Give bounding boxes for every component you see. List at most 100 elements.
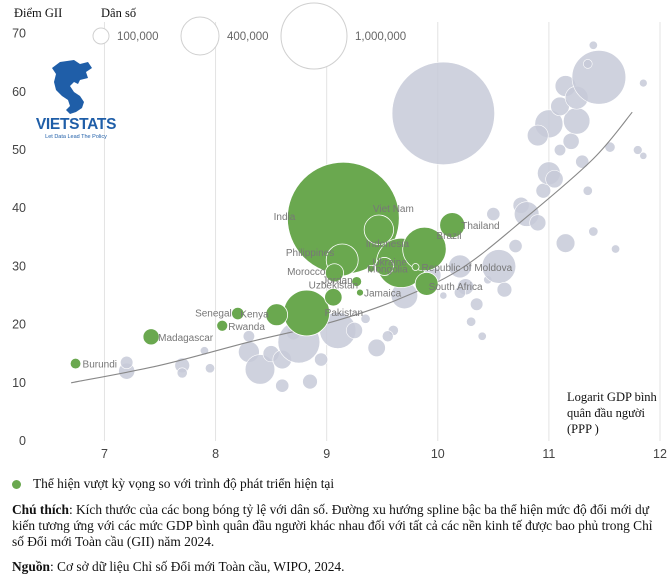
country-labels: Burundi Madagascar Rwanda Senegal Kenya Pakis… bbox=[83, 204, 513, 371]
label-thailand: Thailand bbox=[461, 221, 499, 232]
y-tick-0: 0 bbox=[19, 434, 26, 448]
bubble-other-57 bbox=[466, 316, 477, 327]
vietstats-logo: VIETSTATS Let Data Lead The Policy bbox=[30, 60, 122, 144]
vietnam-map-icon bbox=[52, 60, 92, 114]
bubble-madagascar bbox=[142, 328, 160, 346]
label-ukraine: Ukraine bbox=[372, 257, 407, 268]
other-bubbles bbox=[118, 40, 648, 393]
bubble-other-3 bbox=[205, 363, 215, 374]
y-tick-labels: 0 10 20 30 40 50 60 70 bbox=[12, 27, 26, 448]
bubble-other-35 bbox=[553, 143, 567, 157]
bubble-brazil bbox=[402, 226, 447, 272]
label-mongolia: Mongolia bbox=[367, 265, 408, 276]
bubble-other-56 bbox=[453, 286, 467, 299]
x-tick-10: 10 bbox=[431, 447, 445, 461]
note-chu-thich: Chú thích: Kích thước của các bong bóng … bbox=[12, 502, 667, 550]
size-legend: Dân số 100,000 400,000 1,000,000 bbox=[92, 2, 406, 70]
bubble-thailand bbox=[439, 212, 466, 239]
bubble-other-5 bbox=[244, 354, 276, 385]
size-legend-label-2: 1,000,000 bbox=[355, 31, 406, 43]
x-tick-12: 12 bbox=[653, 447, 667, 461]
size-legend-title: Dân số bbox=[101, 6, 137, 20]
bubble-other-49 bbox=[588, 226, 599, 237]
x-axis-title: Logarit GDP bình quân đầu người (PPP ) bbox=[567, 390, 657, 436]
green-dot-icon bbox=[12, 479, 21, 489]
bubble-other-54 bbox=[639, 78, 648, 88]
label-india: India bbox=[274, 212, 296, 223]
legend-green: Thể hiện vượt kỳ vọng so với trình độ ph… bbox=[12, 476, 334, 492]
bubble-other-16 bbox=[367, 338, 386, 357]
x-tick-labels: 7 8 9 10 11 12 bbox=[101, 447, 667, 461]
bubble-uzbekistan bbox=[324, 288, 343, 307]
bubble-other-60 bbox=[275, 378, 290, 393]
size-legend-circle-0 bbox=[92, 27, 110, 45]
label-pakistan: Pakistan bbox=[325, 308, 363, 319]
bubble-other-21 bbox=[391, 61, 495, 165]
y-axis-title: Điểm GII bbox=[14, 6, 62, 20]
bubble-other-24 bbox=[470, 297, 484, 311]
bubble-other-1 bbox=[176, 367, 188, 379]
bubble-other-45 bbox=[583, 59, 593, 69]
bubble-morocco bbox=[324, 263, 344, 283]
size-legend-label-1: 400,000 bbox=[227, 31, 269, 43]
bubble-rwanda bbox=[216, 319, 229, 332]
bubble-pakistan bbox=[283, 289, 330, 337]
bubble-other-59 bbox=[381, 330, 394, 343]
x-tick-11: 11 bbox=[542, 447, 555, 461]
label-republic-of-moldova: Republic of Moldova bbox=[422, 263, 513, 274]
y-tick-10: 10 bbox=[12, 376, 26, 390]
label-morocco: Morocco bbox=[287, 267, 326, 278]
bubble-other-36 bbox=[555, 233, 576, 253]
bubble-other-22 bbox=[448, 254, 472, 279]
bubble-other-48 bbox=[582, 185, 593, 196]
bubble-other-44 bbox=[571, 50, 627, 105]
bubble-other-55 bbox=[486, 207, 501, 221]
bubble-senegal bbox=[231, 306, 245, 321]
y-tick-50: 50 bbox=[12, 143, 26, 157]
bubble-chart: Burundi Madagascar Rwanda Senegal Kenya Pakis… bbox=[12, 2, 667, 461]
size-legend-circle-1 bbox=[180, 16, 220, 56]
bubble-other-26 bbox=[481, 249, 517, 284]
x-tick-7: 7 bbox=[101, 447, 108, 461]
bubble-other-40 bbox=[527, 124, 549, 147]
bubble-jamaica bbox=[356, 288, 364, 297]
label-jordan: Jordan bbox=[322, 276, 353, 287]
logo-tagline: Let Data Lead The Policy bbox=[45, 134, 107, 140]
bubble-south-africa bbox=[414, 271, 439, 296]
label-indonesia: Indonesia bbox=[366, 239, 410, 250]
bubble-other-52 bbox=[633, 145, 643, 155]
bubble-other-27 bbox=[496, 281, 513, 298]
bubble-other-50 bbox=[604, 141, 616, 153]
note-chu-thich-label: Chú thích bbox=[12, 502, 69, 517]
bubble-other-53 bbox=[639, 151, 648, 160]
bubble-other-34 bbox=[545, 170, 564, 189]
note-nguon: Nguồn: Cơ sở dữ liệu Chỉ số Đổi mới Toàn… bbox=[12, 559, 667, 575]
y-tick-40: 40 bbox=[12, 201, 26, 215]
bubble-other-11 bbox=[314, 352, 329, 367]
bubble-other-51 bbox=[611, 244, 621, 254]
note-nguon-text: : Cơ sở dữ liệu Chỉ số Đổi mới Toàn cầu,… bbox=[49, 559, 345, 574]
label-burundi: Burundi bbox=[83, 360, 117, 371]
label-rwanda: Rwanda bbox=[228, 322, 265, 333]
bubble-other-14 bbox=[346, 322, 363, 339]
bubble-other-47 bbox=[575, 154, 590, 169]
x-tick-9: 9 bbox=[323, 447, 330, 461]
bubble-other-46 bbox=[588, 40, 598, 50]
y-tick-70: 70 bbox=[12, 27, 26, 41]
x-tick-8: 8 bbox=[212, 447, 219, 461]
bubble-jordan bbox=[351, 276, 363, 287]
label-uzbekistan: Uzbekistan bbox=[309, 280, 358, 291]
bubble-other-12 bbox=[302, 373, 318, 390]
highlighted-bubbles bbox=[69, 161, 466, 370]
logo-name: VIETSTATS bbox=[35, 116, 117, 133]
bubble-mongolia bbox=[367, 264, 376, 273]
label-philippines: Philippines bbox=[286, 248, 334, 259]
size-legend-circle-2 bbox=[280, 2, 348, 70]
bubble-other-31 bbox=[529, 214, 547, 232]
bubble-other-58 bbox=[477, 331, 487, 341]
bubble-other-37 bbox=[562, 132, 580, 150]
bubble-kenya bbox=[265, 303, 289, 327]
label-jamaica: Jamaica bbox=[364, 289, 402, 300]
bubble-other-62 bbox=[120, 355, 134, 370]
note-nguon-label: Nguồn bbox=[12, 559, 50, 574]
